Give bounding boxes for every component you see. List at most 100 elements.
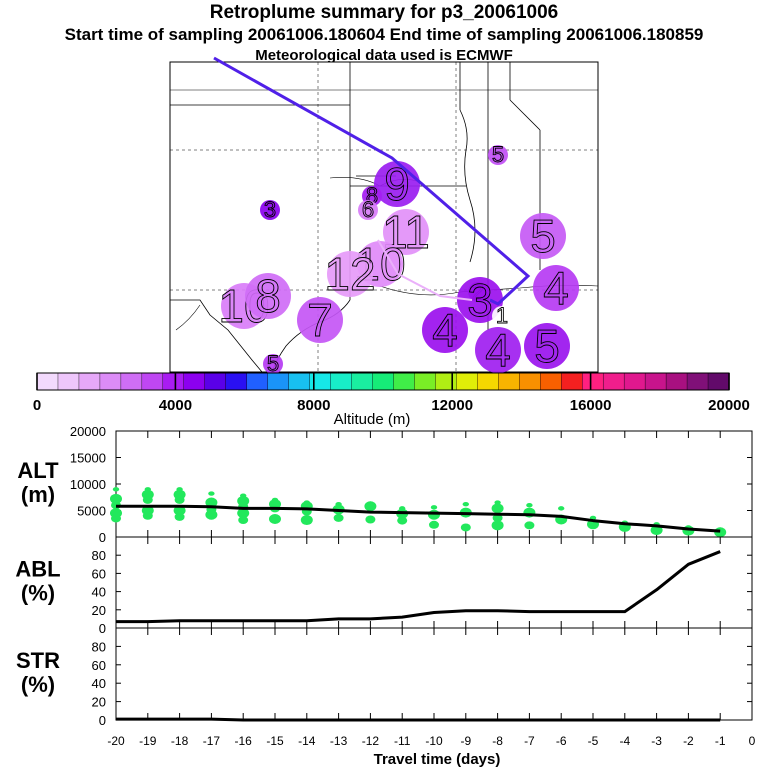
plume-marker: 6	[358, 197, 378, 222]
x-axis-label: Travel time (days)	[374, 751, 501, 768]
altitude-spread-point	[492, 513, 503, 522]
plume-circle	[297, 297, 343, 343]
y-axis-label: ABL (%)	[15, 557, 60, 606]
y-tick-label: 20	[92, 603, 106, 618]
colorbar-swatch	[183, 372, 206, 391]
plume-marker: 12	[324, 248, 376, 301]
y-tick-label: 20000	[70, 424, 106, 439]
altitude-spread-point	[460, 523, 471, 532]
colorbar-swatch	[540, 372, 562, 391]
x-tick-label: -9	[460, 734, 471, 748]
plume-marker: 5	[488, 142, 508, 167]
x-tick-label: -6	[556, 734, 567, 748]
colorbar-tick-label: 12000	[431, 397, 473, 414]
x-tick-label: -18	[171, 734, 189, 748]
colorbar-swatch	[623, 372, 646, 391]
plume-marker: 7	[297, 294, 343, 346]
altitude-spread-point	[365, 515, 376, 524]
altitude-spread-point	[174, 495, 185, 504]
colorbar-swatch	[498, 372, 520, 391]
colorbar-swatch	[351, 372, 374, 391]
plume-circle	[327, 251, 373, 297]
x-tick-label: -8	[492, 734, 503, 748]
altitude-spread-point	[238, 516, 249, 525]
x-tick-label: -3	[651, 734, 662, 748]
x-tick-label: -10	[425, 734, 443, 748]
colorbar-tick-label: 4000	[159, 397, 192, 414]
met-data-note: Meteorological data used is ECMWF	[255, 47, 513, 64]
plume-marker: 11	[382, 206, 431, 259]
plume-circle	[260, 200, 280, 220]
plume-marker: 4	[422, 304, 468, 356]
plume-label: 5	[492, 142, 504, 167]
x-tick-label: -12	[362, 734, 380, 748]
colorbar-label: Altitude (m)	[334, 411, 411, 428]
altitude-spread-point	[173, 505, 186, 516]
colorbar-tick-label: 8000	[297, 397, 330, 414]
y-tick-label: 40	[92, 676, 106, 691]
altitude-spread-point	[174, 512, 185, 521]
panel-abl: ABL (%) 80 60 40 20 0	[15, 536, 753, 636]
plume-marker: 8	[245, 270, 291, 322]
series-line	[116, 550, 721, 624]
plume-label: 6	[362, 197, 374, 222]
plume-label: 3	[264, 197, 276, 222]
plume-marker: 9	[374, 158, 420, 210]
y-tick-label: 60	[92, 658, 106, 673]
y-tick-label: 80	[92, 548, 106, 563]
colorbar-swatch	[686, 372, 709, 391]
plume-circle	[383, 209, 429, 255]
plume-label: 4	[485, 324, 511, 376]
plume-circle	[492, 306, 512, 326]
y-tick-label: 0	[99, 713, 106, 728]
altitude-spread-point	[491, 520, 504, 531]
x-tick-label: -17	[203, 734, 221, 748]
plume-circle	[422, 307, 468, 353]
altitude-spread-point	[558, 506, 565, 511]
colorbar-tick-label: 0	[33, 397, 41, 414]
plume-circle	[263, 354, 283, 374]
plume-circle	[475, 327, 521, 373]
colorbar-swatch	[141, 372, 164, 391]
altitude-spread-point	[142, 511, 153, 520]
sampling-times: Start time of sampling 20061006.180604 E…	[64, 25, 704, 44]
x-tick-label: -5	[588, 734, 599, 748]
altitude-spread-point	[111, 514, 121, 523]
y-tick-label: 20	[92, 695, 106, 710]
colorbar-swatch	[57, 372, 80, 391]
colorbar-swatch	[309, 372, 332, 391]
plume-circle	[358, 200, 378, 220]
altitude-spread-point	[397, 516, 408, 525]
plume-label: 5	[534, 320, 560, 372]
y-tick-label: 80	[92, 639, 106, 654]
altitude-spread-point	[112, 487, 120, 492]
colorbar-swatch	[435, 372, 457, 391]
colorbar-swatch	[267, 372, 290, 391]
x-tick-label: -4	[619, 734, 630, 748]
flight-track	[213, 56, 531, 306]
colorbar-swatch	[246, 372, 269, 391]
plume-circle	[524, 323, 570, 369]
plume-marker: 5	[524, 320, 570, 372]
colorbar-swatch	[78, 372, 101, 391]
x-tick-label: -2	[683, 734, 694, 748]
colorbar-swatch	[225, 372, 248, 391]
colorbar-swatch	[707, 372, 730, 391]
plume-label: 7	[307, 294, 333, 346]
colorbar-swatch	[644, 372, 667, 391]
colorbar-swatch	[120, 372, 143, 391]
x-tick-label: -20	[107, 734, 125, 748]
series-line	[116, 717, 721, 722]
plume-marker: 4	[533, 262, 579, 314]
x-tick-label: -13	[330, 734, 348, 748]
plume-track	[377, 239, 473, 301]
plume-label: 5	[530, 210, 556, 262]
plume-circle	[533, 265, 579, 311]
plume-label: 8	[255, 270, 281, 322]
altitude-spread-point	[428, 509, 440, 520]
plume-marker: 5	[520, 210, 566, 262]
y-tick-label: 15000	[70, 451, 106, 466]
plume-circle	[457, 277, 503, 323]
altitude-spread-point	[524, 521, 535, 530]
